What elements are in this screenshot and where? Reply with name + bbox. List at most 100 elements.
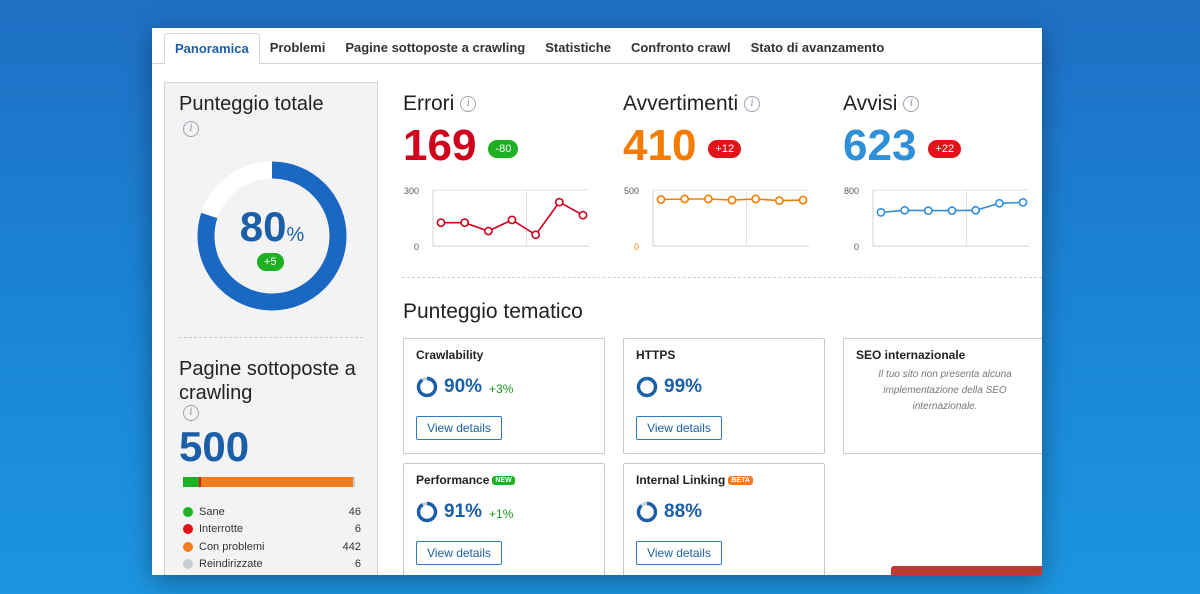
metric-value[interactable]: 623	[843, 121, 917, 170]
card-score-value: 99%	[664, 376, 703, 397]
crawled-bar-segment-0	[183, 477, 199, 487]
card-title-text: Internal Linking	[636, 473, 726, 487]
y-tick-min: 0	[634, 242, 639, 252]
metric-title: Avvisi i	[843, 92, 1042, 116]
thematic-score-title: Punteggio tematico	[403, 300, 583, 323]
data-point[interactable]	[1018, 197, 1028, 207]
data-point[interactable]	[876, 207, 886, 217]
data-point[interactable]	[727, 195, 737, 205]
metric-avvertimenti: Avvertimenti i 410 +12 500 0	[623, 92, 823, 252]
ring-fill	[636, 501, 658, 523]
crawled-bar-segment-1	[198, 477, 201, 487]
data-point[interactable]	[900, 205, 910, 215]
data-point[interactable]	[994, 198, 1004, 208]
avvertimenti-sparkline[interactable]: 500 0	[623, 184, 813, 256]
card-score-delta: +1%	[489, 506, 514, 521]
y-tick-max: 800	[844, 186, 859, 196]
metric-title-text: Avvertimenti	[623, 92, 739, 115]
divider	[179, 337, 363, 338]
data-point[interactable]	[656, 195, 666, 204]
card-score-value: 90%	[444, 376, 483, 397]
score-ring-icon	[636, 501, 658, 523]
metric-title-text: Avvisi	[843, 92, 898, 115]
data-point[interactable]	[751, 194, 761, 204]
view-details-button[interactable]: View details	[636, 541, 722, 565]
card-score-value: 88%	[664, 501, 703, 522]
total-score-donut	[197, 161, 347, 311]
metric-value-row: 623 +22	[843, 124, 1042, 168]
legend-item-con-problemi[interactable]: Con problemi 442	[183, 538, 361, 556]
legend-label: Con problemi	[199, 540, 265, 553]
crawled-pages-title: Pagine sottoposte a crawling	[179, 358, 356, 404]
data-point[interactable]	[774, 196, 784, 206]
tab-confronto-crawl[interactable]: Confronto crawl	[630, 40, 731, 55]
info-icon[interactable]: i	[744, 96, 761, 113]
view-details-button[interactable]: View details	[416, 541, 502, 565]
info-icon[interactable]: i	[903, 96, 920, 113]
card-title: Crawlability	[416, 348, 484, 362]
data-point[interactable]	[531, 230, 541, 240]
legend-count: 442	[342, 540, 361, 553]
crawled-bar-segment-3	[352, 477, 355, 487]
card-score-value: 91%	[444, 501, 483, 522]
data-point[interactable]	[578, 210, 588, 220]
crawled-pages-legend: Sane 46 Interrotte 6 Con problemi 442 Re…	[183, 503, 361, 573]
legend-count: 6	[354, 523, 361, 536]
data-point[interactable]	[680, 194, 690, 204]
legend-item-interrotte[interactable]: Interrotte 6	[183, 521, 361, 539]
info-icon[interactable]: i	[460, 96, 477, 113]
data-point[interactable]	[947, 206, 957, 216]
data-point[interactable]	[703, 194, 713, 204]
total-score-unit: %	[286, 224, 305, 246]
data-point[interactable]	[507, 215, 517, 225]
card-score: 88%	[636, 501, 702, 523]
data-point[interactable]	[923, 206, 933, 216]
info-icon[interactable]: i	[183, 121, 199, 137]
summary-panel: Punteggio totale i 80% +5 Pagine sottopo…	[164, 82, 378, 575]
card-title-text: Performance	[416, 473, 490, 487]
score-ring-icon	[416, 376, 438, 398]
tab-stato-avanzamento[interactable]: Stato di avanzamento	[750, 40, 885, 55]
metric-title-text: Errori	[403, 92, 455, 115]
legend-item-sane[interactable]: Sane 46	[183, 503, 361, 521]
legend-item-reindirizzate[interactable]: Reindirizzate 6	[183, 556, 361, 574]
metric-value[interactable]: 169	[403, 121, 477, 170]
card-https: HTTPS 99% View details	[623, 338, 825, 454]
green-dot-icon	[183, 506, 193, 517]
tab-statistiche[interactable]: Statistiche	[545, 40, 611, 55]
tab-problemi[interactable]: Problemi	[269, 40, 326, 55]
data-point[interactable]	[483, 226, 493, 236]
data-point[interactable]	[971, 205, 981, 215]
data-point[interactable]	[798, 195, 808, 205]
total-score-number: 80	[239, 203, 287, 250]
tab-panoramica[interactable]: Panoramica	[164, 33, 260, 65]
crawled-pages-count: 500	[179, 423, 250, 470]
orange-dot-icon	[183, 541, 193, 552]
view-details-button[interactable]: View details	[636, 416, 722, 440]
crawled-pages-bar	[183, 477, 355, 487]
total-score-delta-badge: +5	[257, 253, 284, 271]
legend-label: Interrotte	[199, 523, 244, 536]
gray-dot-icon	[183, 559, 193, 570]
avvisi-sparkline[interactable]: 800 0	[843, 184, 1033, 256]
metric-value[interactable]: 410	[623, 121, 697, 170]
y-tick-min: 0	[414, 242, 419, 252]
data-point[interactable]	[554, 197, 564, 207]
card-internal-linking: Internal Linking BETA 88% View details	[623, 463, 825, 575]
metric-value-row: 169 -80	[403, 124, 603, 168]
data-point[interactable]	[460, 218, 470, 228]
total-score-value: 80%	[197, 203, 347, 251]
corner-action-button[interactable]	[891, 566, 1042, 575]
tab-pagine-crawling[interactable]: Pagine sottoposte a crawling	[345, 40, 526, 55]
score-ring-icon	[636, 376, 658, 398]
view-details-button[interactable]: View details	[416, 416, 502, 440]
errori-sparkline[interactable]: 300 0	[403, 184, 593, 256]
info-icon[interactable]: i	[183, 405, 199, 421]
legend-label: Sane	[199, 505, 225, 518]
total-score-title: Punteggio totale	[179, 93, 324, 115]
data-point[interactable]	[436, 218, 446, 228]
metric-title: Avvertimenti i	[623, 92, 823, 116]
card-title: Internal Linking BETA	[636, 473, 753, 487]
card-score: 91% +1%	[416, 501, 513, 523]
y-tick-min: 0	[854, 242, 859, 252]
